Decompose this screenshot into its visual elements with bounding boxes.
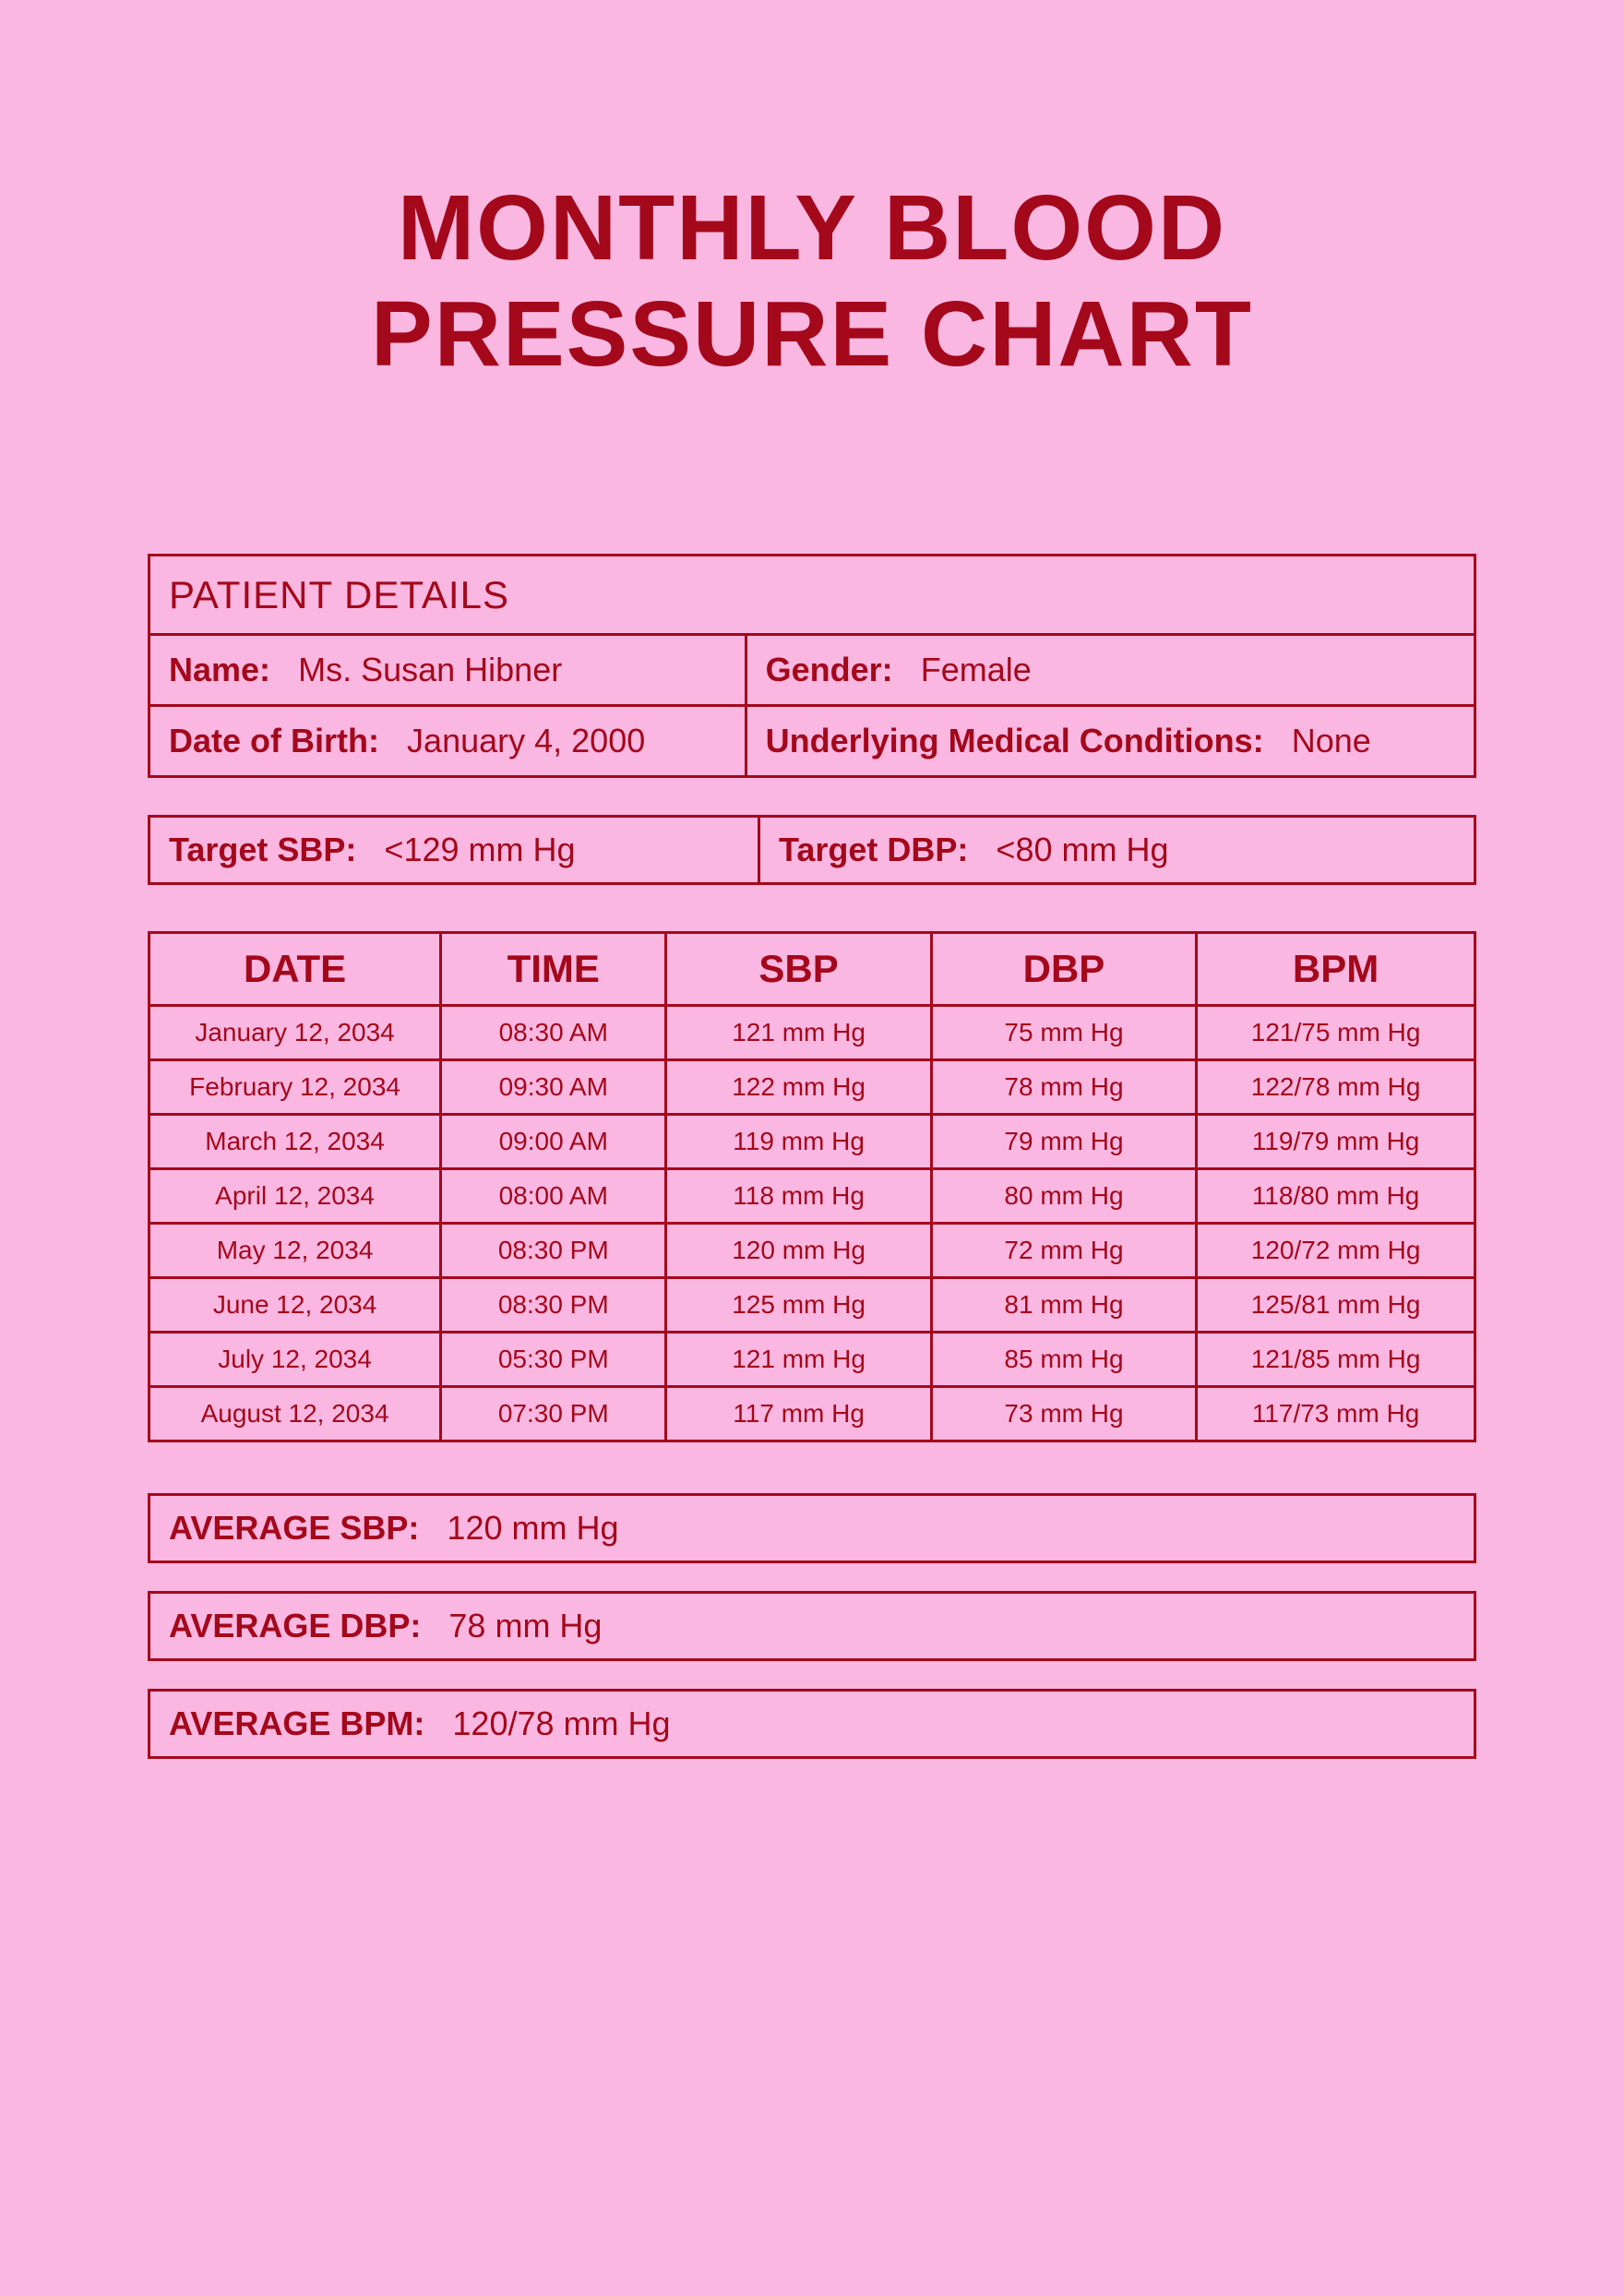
readings-cell: 08:30 PM (441, 1224, 666, 1278)
readings-cell: 122/78 mm Hg (1197, 1060, 1475, 1115)
readings-cell: 118/80 mm Hg (1197, 1169, 1475, 1224)
patient-row-dob-conditions: Date of Birth: January 4, 2000 Underlyin… (149, 706, 1475, 777)
readings-cell: 08:00 AM (441, 1169, 666, 1224)
readings-cell: 121/75 mm Hg (1197, 1006, 1475, 1060)
patient-dob-cell: Date of Birth: January 4, 2000 (149, 706, 746, 777)
readings-cell: 121 mm Hg (666, 1333, 931, 1387)
targets-table: Target SBP: <129 mm Hg Target DBP: <80 m… (148, 815, 1476, 885)
readings-cell: 119 mm Hg (666, 1115, 931, 1169)
target-sbp-value: <129 mm Hg (384, 831, 575, 868)
readings-col-bpm: BPM (1197, 933, 1475, 1006)
readings-cell: 120/72 mm Hg (1197, 1224, 1475, 1278)
readings-cell: 75 mm Hg (931, 1006, 1196, 1060)
readings-cell: 121 mm Hg (666, 1006, 931, 1060)
readings-cell: 78 mm Hg (931, 1060, 1196, 1115)
target-dbp-cell: Target DBP: <80 mm Hg (759, 817, 1475, 884)
patient-conditions-value: None (1292, 722, 1371, 759)
readings-cell: 07:30 PM (441, 1387, 666, 1441)
patient-name-value: Ms. Susan Hibner (298, 651, 562, 688)
readings-row: January 12, 203408:30 AM121 mm Hg75 mm H… (149, 1006, 1475, 1060)
readings-cell: 120 mm Hg (666, 1224, 931, 1278)
average-dbp-row: AVERAGE DBP: 78 mm Hg (148, 1591, 1476, 1661)
patient-name-label: Name: (169, 651, 270, 688)
readings-row: August 12, 203407:30 PM117 mm Hg73 mm Hg… (149, 1387, 1475, 1441)
average-sbp-value: 120 mm Hg (447, 1509, 618, 1547)
patient-details-header-row: PATIENT DETAILS (149, 556, 1475, 635)
readings-col-sbp: SBP (666, 933, 931, 1006)
patient-conditions-cell: Underlying Medical Conditions: None (746, 706, 1475, 777)
readings-table: DATETIMESBPDBPBPM January 12, 203408:30 … (148, 931, 1476, 1442)
readings-cell: 122 mm Hg (666, 1060, 931, 1115)
readings-cell: May 12, 2034 (149, 1224, 441, 1278)
patient-gender-cell: Gender: Female (746, 635, 1475, 706)
targets-row: Target SBP: <129 mm Hg Target DBP: <80 m… (149, 817, 1475, 884)
readings-cell: 80 mm Hg (931, 1169, 1196, 1224)
readings-cell: 09:00 AM (441, 1115, 666, 1169)
readings-cell: 05:30 PM (441, 1333, 666, 1387)
patient-dob-value: January 4, 2000 (407, 722, 645, 759)
readings-cell: March 12, 2034 (149, 1115, 441, 1169)
patient-details-header: PATIENT DETAILS (149, 556, 1475, 635)
readings-cell: 85 mm Hg (931, 1333, 1196, 1387)
average-sbp-label: AVERAGE SBP: (169, 1509, 419, 1547)
average-bpm-row: AVERAGE BPM: 120/78 mm Hg (148, 1689, 1476, 1759)
patient-conditions-label: Underlying Medical Conditions: (766, 722, 1264, 759)
readings-cell: 79 mm Hg (931, 1115, 1196, 1169)
average-dbp-label: AVERAGE DBP: (169, 1607, 421, 1644)
readings-cell: 117 mm Hg (666, 1387, 931, 1441)
readings-row: June 12, 203408:30 PM125 mm Hg81 mm Hg12… (149, 1278, 1475, 1333)
patient-details-table: PATIENT DETAILS Name: Ms. Susan Hibner G… (148, 554, 1476, 778)
readings-cell: February 12, 2034 (149, 1060, 441, 1115)
target-dbp-label: Target DBP: (779, 831, 968, 868)
readings-cell: June 12, 2034 (149, 1278, 441, 1333)
readings-row: March 12, 203409:00 AM119 mm Hg79 mm Hg1… (149, 1115, 1475, 1169)
patient-dob-label: Date of Birth: (169, 722, 379, 759)
readings-tbody: January 12, 203408:30 AM121 mm Hg75 mm H… (149, 1006, 1475, 1441)
readings-col-time: TIME (441, 933, 666, 1006)
target-dbp-value: <80 mm Hg (996, 831, 1168, 868)
readings-cell: 117/73 mm Hg (1197, 1387, 1475, 1441)
page: MONTHLY BLOOD PRESSURE CHART PATIENT DET… (0, 0, 1624, 1759)
readings-cell: January 12, 2034 (149, 1006, 441, 1060)
readings-cell: July 12, 2034 (149, 1333, 441, 1387)
average-bpm-label: AVERAGE BPM: (169, 1704, 424, 1742)
readings-row: April 12, 203408:00 AM118 mm Hg80 mm Hg1… (149, 1169, 1475, 1224)
readings-cell: 81 mm Hg (931, 1278, 1196, 1333)
readings-cell: 121/85 mm Hg (1197, 1333, 1475, 1387)
readings-cell: 08:30 PM (441, 1278, 666, 1333)
readings-row: May 12, 203408:30 PM120 mm Hg72 mm Hg120… (149, 1224, 1475, 1278)
patient-gender-label: Gender: (766, 651, 893, 688)
patient-name-cell: Name: Ms. Susan Hibner (149, 635, 746, 706)
title-line-2: PRESSURE CHART (371, 282, 1253, 386)
readings-cell: 125 mm Hg (666, 1278, 931, 1333)
page-title: MONTHLY BLOOD PRESSURE CHART (148, 175, 1476, 388)
readings-cell: 08:30 AM (441, 1006, 666, 1060)
readings-cell: August 12, 2034 (149, 1387, 441, 1441)
patient-row-name-gender: Name: Ms. Susan Hibner Gender: Female (149, 635, 1475, 706)
readings-thead: DATETIMESBPDBPBPM (149, 933, 1475, 1006)
average-bpm-value: 120/78 mm Hg (452, 1704, 670, 1742)
readings-cell: 09:30 AM (441, 1060, 666, 1115)
readings-row: February 12, 203409:30 AM122 mm Hg78 mm … (149, 1060, 1475, 1115)
average-dbp-value: 78 mm Hg (448, 1607, 602, 1644)
readings-cell: 118 mm Hg (666, 1169, 931, 1224)
readings-cell: 73 mm Hg (931, 1387, 1196, 1441)
readings-header-row: DATETIMESBPDBPBPM (149, 933, 1475, 1006)
target-sbp-label: Target SBP: (169, 831, 356, 868)
readings-col-date: DATE (149, 933, 441, 1006)
readings-row: July 12, 203405:30 PM121 mm Hg85 mm Hg12… (149, 1333, 1475, 1387)
readings-col-dbp: DBP (931, 933, 1196, 1006)
title-line-1: MONTHLY BLOOD (398, 176, 1226, 280)
readings-cell: 72 mm Hg (931, 1224, 1196, 1278)
readings-cell: April 12, 2034 (149, 1169, 441, 1224)
readings-cell: 119/79 mm Hg (1197, 1115, 1475, 1169)
patient-gender-value: Female (921, 651, 1032, 688)
target-sbp-cell: Target SBP: <129 mm Hg (149, 817, 759, 884)
average-sbp-row: AVERAGE SBP: 120 mm Hg (148, 1493, 1476, 1563)
readings-cell: 125/81 mm Hg (1197, 1278, 1475, 1333)
